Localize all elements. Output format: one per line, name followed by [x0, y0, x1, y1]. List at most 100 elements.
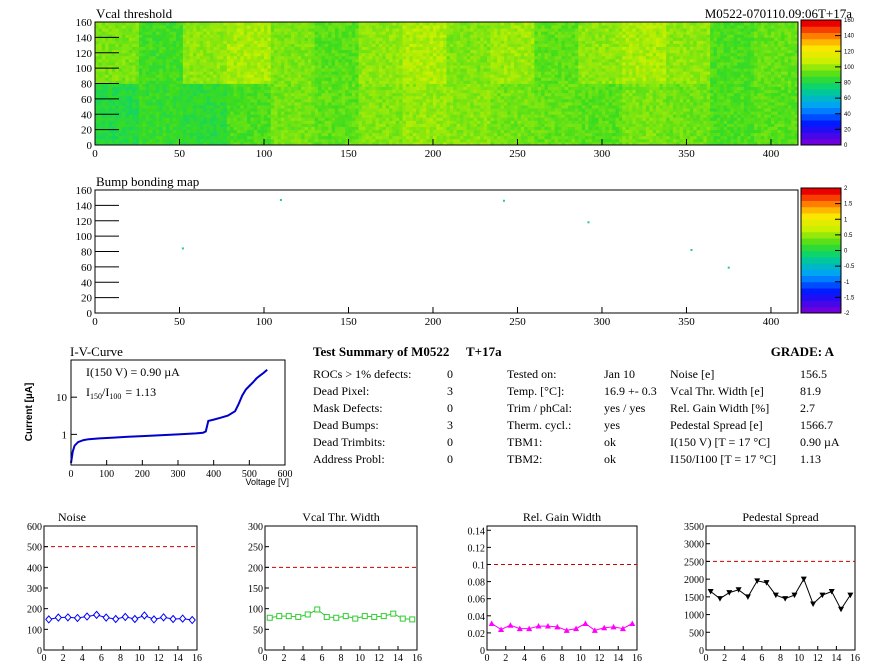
heatmap-cell	[189, 138, 194, 143]
heatmap-cell	[490, 111, 495, 115]
heatmap-cell	[351, 98, 356, 103]
heatmap-cell	[209, 28, 214, 32]
heatmap-cell	[118, 31, 123, 35]
heatmap-cell	[497, 138, 501, 143]
heatmap-cell	[541, 101, 545, 106]
heatmap-cell	[334, 108, 339, 112]
heatmap-cell	[639, 95, 643, 100]
heatmap-cell	[314, 120, 319, 124]
heatmap-cell	[595, 135, 599, 140]
heatmap-cell	[196, 117, 201, 121]
heatmap-cell	[639, 132, 643, 137]
heatmap-cell	[618, 86, 623, 91]
heatmap-cell	[105, 40, 109, 44]
heatmap-cell	[473, 89, 478, 94]
heatmap-cell	[629, 95, 633, 100]
heatmap-cell	[226, 108, 231, 112]
heatmap-cell	[716, 95, 721, 100]
heatmap-cell	[328, 86, 332, 91]
heatmap-cell	[416, 105, 420, 109]
heatmap-cell	[145, 83, 150, 87]
heatmap-cell	[128, 58, 133, 63]
heatmap-cell	[226, 34, 231, 38]
heatmap-cell	[781, 111, 785, 115]
heatmap-cell	[503, 92, 508, 97]
heatmap-cell	[642, 89, 647, 94]
heatmap-cell	[774, 105, 779, 109]
heatmap-cell	[95, 80, 99, 84]
heatmap-cell	[284, 126, 289, 131]
heatmap-cell	[128, 52, 133, 57]
heatmap-cell	[236, 129, 241, 134]
heatmap-cell	[128, 31, 133, 35]
heatmap-cell	[476, 117, 481, 121]
heatmap-cell	[287, 111, 292, 115]
heatmap-cell	[693, 101, 698, 106]
heatmap-cell	[236, 126, 241, 131]
heatmap-cell	[787, 89, 792, 94]
heatmap-cell	[257, 129, 262, 134]
heatmap-cell	[463, 123, 468, 127]
heatmap-cell	[351, 89, 356, 94]
heatmap-cell	[449, 129, 454, 134]
heatmap-cell	[105, 98, 109, 103]
heatmap-cell	[196, 46, 201, 51]
heatmap-cell	[186, 40, 191, 44]
heatmap-cell	[419, 138, 424, 143]
heatmap-cell	[155, 132, 160, 137]
heatmap-cell	[159, 80, 163, 84]
heatmap-cell	[612, 120, 616, 124]
heatmap-cell	[138, 58, 143, 63]
heatmap-cell	[466, 101, 471, 106]
heatmap-cell	[537, 83, 542, 87]
heatmap-cell	[703, 117, 708, 121]
heatmap-cell	[720, 83, 725, 87]
heatmap-cell	[618, 138, 623, 143]
heatmap-cell	[429, 117, 434, 121]
heatmap-cell	[672, 98, 677, 103]
heatmap-cell	[122, 83, 126, 87]
heatmap-cell	[412, 114, 417, 118]
heatmap-cell	[409, 92, 414, 97]
heatmap-cell	[551, 105, 556, 109]
heatmap-cell	[280, 114, 285, 118]
heatmap-cell	[165, 61, 170, 66]
heatmap-cell	[727, 92, 731, 97]
heatmap-cell	[176, 105, 180, 109]
heatmap-cell	[473, 138, 478, 143]
heatmap-cell	[199, 111, 204, 115]
heatmap-cell	[138, 123, 143, 127]
heatmap-cell	[199, 141, 204, 146]
heatmap-cell	[466, 117, 471, 121]
heatmap-cell	[598, 83, 603, 87]
heatmap-cell	[128, 34, 133, 38]
heatmap-cell	[345, 92, 349, 97]
heatmap-cell	[517, 141, 522, 146]
heatmap-cell	[98, 58, 103, 63]
heatmap-cell	[196, 37, 201, 41]
heatmap-cell	[632, 141, 637, 146]
heatmap-cell	[551, 86, 556, 91]
heatmap-cell	[284, 117, 289, 121]
heatmap-cell	[348, 98, 353, 103]
heatmap-cell	[118, 52, 123, 57]
heatmap-cell	[727, 117, 731, 121]
heatmap-cell	[642, 86, 647, 91]
heatmap-cell	[659, 126, 664, 131]
heatmap-cell	[186, 86, 191, 91]
heatmap-cell	[754, 108, 758, 112]
heatmap-cell	[473, 126, 478, 131]
heatmap-cell	[544, 92, 549, 97]
heatmap-cell	[669, 126, 674, 131]
heatmap-cell	[169, 135, 174, 140]
heatmap-cell	[358, 86, 363, 91]
heatmap-cell	[787, 126, 792, 131]
heatmap-cell	[503, 108, 508, 112]
heatmap-cell	[169, 61, 174, 66]
heatmap-cell	[558, 105, 562, 109]
heatmap-cell	[189, 25, 194, 29]
heatmap-cell	[737, 98, 741, 103]
heatmap-cell	[720, 138, 725, 143]
heatmap-cell	[645, 120, 650, 124]
heatmap-cell	[649, 108, 654, 112]
